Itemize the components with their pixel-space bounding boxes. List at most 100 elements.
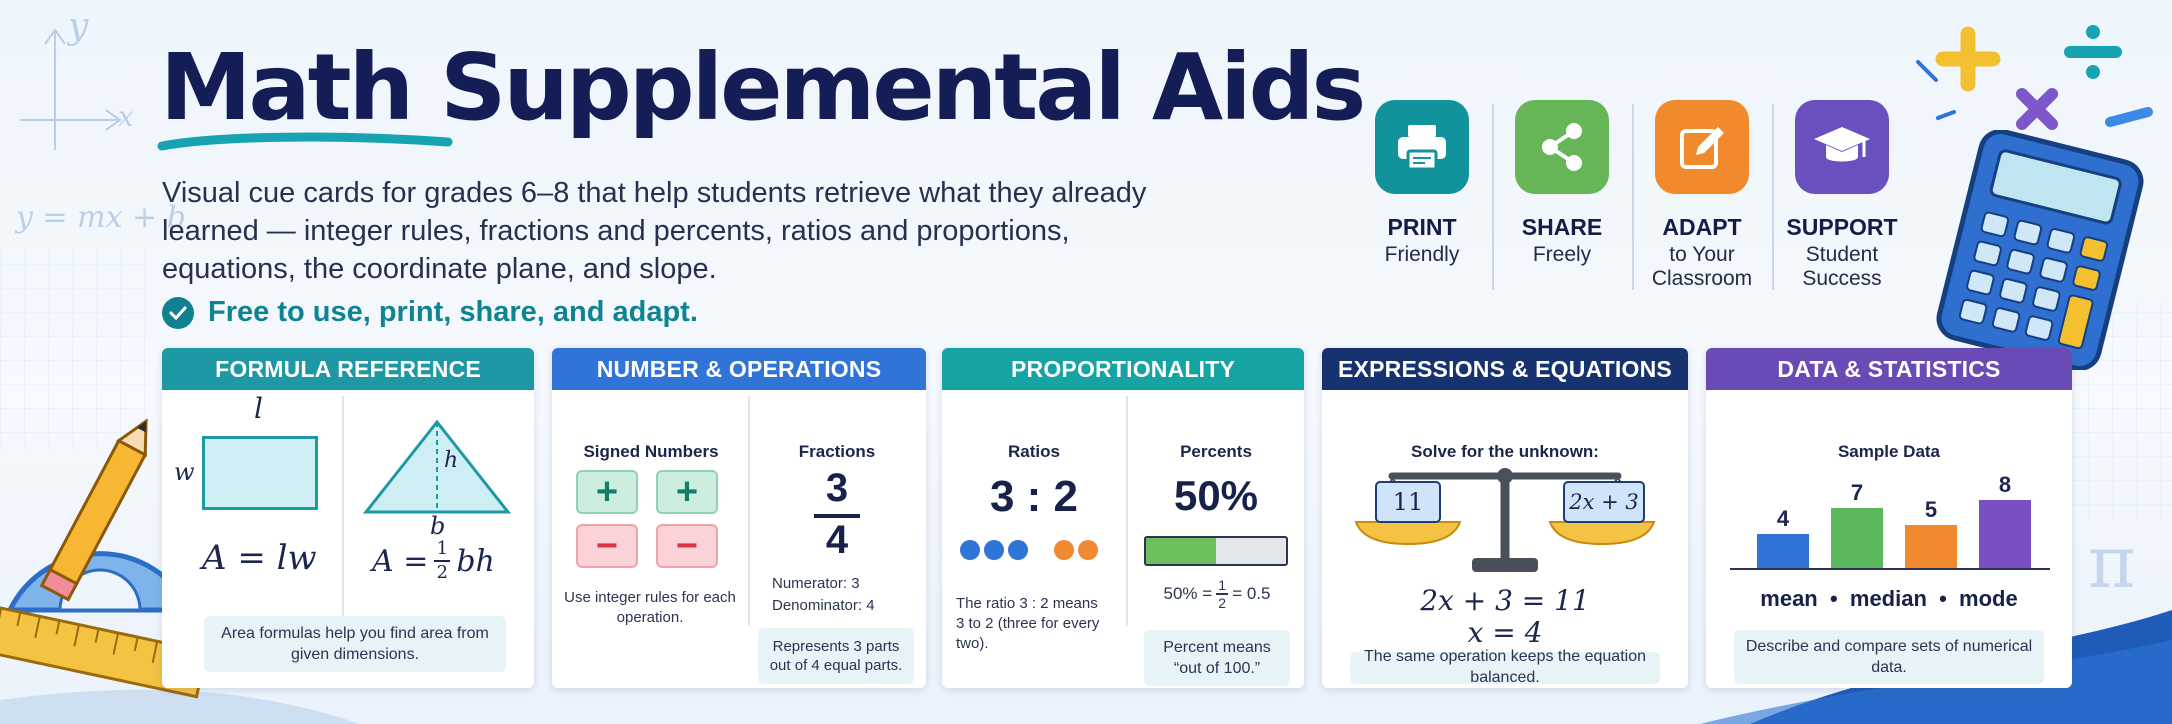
card-proportionality: PROPORTIONALITY Ratios 3 : 2 The ratio 3… bbox=[942, 348, 1304, 688]
math-symbols-icon bbox=[1916, 25, 2153, 130]
feature-support-tile bbox=[1795, 100, 1889, 194]
ratio-note: The ratio 3 : 2 means 3 to 2 (three for … bbox=[956, 595, 1100, 652]
formula-divider bbox=[342, 396, 344, 626]
feature-share-tile bbox=[1515, 100, 1609, 194]
percent-bar bbox=[1144, 536, 1288, 566]
ratio-dot-blue bbox=[1008, 540, 1028, 560]
feature-share: SHARE Freely bbox=[1492, 100, 1632, 291]
equation-line-1: 2x + 3 = 11 bbox=[1420, 584, 1590, 617]
card-formula-reference: FORMULA REFERENCE l w A = lw h b A = 1 2… bbox=[162, 348, 534, 688]
ratio-dot-blue bbox=[960, 540, 980, 560]
percents-title: Percents bbox=[1180, 442, 1252, 461]
share-icon bbox=[1542, 123, 1582, 171]
percent-fraction: 1 2 bbox=[1216, 578, 1229, 611]
ratio-value: 3 : 2 bbox=[989, 472, 1079, 521]
feature-adapt: ADAPT to Your Classroom bbox=[1632, 100, 1772, 291]
sample-data-title: Sample Data bbox=[1837, 442, 1941, 461]
axis-x-label: x bbox=[118, 100, 134, 133]
printer-icon bbox=[1398, 125, 1446, 171]
fraction-denominator: 4 bbox=[825, 518, 849, 562]
page-title: Math Supplemental Aids bbox=[160, 34, 1366, 141]
card-data-header: DATA & STATISTICS bbox=[1706, 348, 2072, 390]
fraction-denominator: 2 bbox=[1218, 594, 1227, 611]
denominator-text: Denominator: 4 bbox=[772, 597, 875, 614]
ratios-title: Ratios bbox=[1008, 442, 1060, 461]
formula-note: Area formulas help you find area from gi… bbox=[204, 616, 506, 672]
rectangle-shape bbox=[202, 436, 318, 510]
fraction-numerator: 3 bbox=[825, 466, 849, 510]
page-description: Visual cue cards for grades 6–8 that hel… bbox=[162, 177, 1147, 285]
triangle-area-formula: A = 1 2 bh bbox=[372, 540, 495, 582]
numerator-text: Numerator: 3 bbox=[772, 575, 860, 592]
feature-adapt-sub: to Your Classroom bbox=[1651, 243, 1753, 290]
rect-width-label: w bbox=[174, 458, 195, 486]
card-formula-header: FORMULA REFERENCE bbox=[162, 348, 534, 390]
data-bar bbox=[1979, 500, 2031, 568]
stats-terms: mean • median • mode bbox=[1760, 586, 2018, 611]
data-bar bbox=[1757, 534, 1809, 568]
chart-baseline bbox=[1730, 568, 2050, 570]
axis-y-label: y bbox=[68, 6, 89, 47]
calculator-icon bbox=[1936, 130, 2144, 370]
data-bar bbox=[1905, 525, 1957, 568]
pi-symbol-deco: π bbox=[2088, 520, 2136, 604]
card-proportionality-header: PROPORTIONALITY bbox=[942, 348, 1304, 390]
data-bar bbox=[1831, 508, 1883, 568]
card-number-operations: NUMBER & OPERATIONS Signed Numbers + + −… bbox=[552, 348, 926, 688]
sample-data-bar-chart: 4 7 5 8 bbox=[1746, 468, 2042, 568]
feature-support-title: SUPPORT bbox=[1786, 214, 1898, 240]
fraction-numerator: 1 bbox=[436, 538, 449, 559]
slope-formula-deco: y = mx + b bbox=[16, 200, 186, 235]
edit-icon bbox=[1680, 127, 1724, 169]
triangle-height-label: h bbox=[444, 448, 459, 473]
feature-print-title: PRINT bbox=[1387, 214, 1457, 240]
title-underline bbox=[157, 132, 453, 151]
triangle-base-label: b bbox=[430, 512, 446, 540]
percent-eq-left: 50% = bbox=[1163, 583, 1213, 603]
data-note: Describe and compare sets of numerical d… bbox=[1734, 630, 2044, 684]
signed-numbers-title: Signed Numbers bbox=[583, 442, 719, 461]
feature-print-sub: Friendly bbox=[1384, 243, 1460, 266]
rectangle-area-formula: A = lw bbox=[202, 538, 317, 578]
number-divider bbox=[748, 396, 750, 626]
percent-value: 50% bbox=[1173, 472, 1259, 519]
solve-title: Solve for the unknown: bbox=[1411, 442, 1599, 461]
minus-sign-tile: − bbox=[576, 524, 638, 568]
right-pan-expression: 2x + 3 bbox=[1569, 490, 1639, 514]
equation-line-2: x = 4 bbox=[1467, 616, 1543, 649]
feature-share-title: SHARE bbox=[1521, 214, 1603, 240]
feature-adapt-tile bbox=[1655, 100, 1749, 194]
percent-note: Percent means “out of 100.” bbox=[1144, 630, 1290, 686]
fractions-title: Fractions bbox=[798, 442, 876, 461]
percent-bar-fill bbox=[1146, 538, 1216, 564]
free-use-note: Free to use, print, share, and adapt. bbox=[162, 296, 698, 329]
feature-support-sub: Student Success bbox=[1802, 243, 1882, 290]
card-expressions-header: EXPRESSIONS & EQUATIONS bbox=[1322, 348, 1688, 390]
rect-length-label: l bbox=[254, 392, 263, 425]
data-bar-label: 8 bbox=[1998, 472, 2012, 497]
triangle-formula-right: bh bbox=[456, 543, 495, 579]
free-use-text: Free to use, print, share, and adapt. bbox=[208, 296, 698, 328]
minus-sign-tile: − bbox=[656, 524, 718, 568]
card-number-header: NUMBER & OPERATIONS bbox=[552, 348, 926, 390]
ratio-dot-blue bbox=[984, 540, 1004, 560]
feature-list: PRINT Friendly SHARE Freely ADAPT to You… bbox=[1352, 100, 1912, 291]
ratio-dot-orange bbox=[1054, 540, 1074, 560]
fraction-bar bbox=[814, 514, 860, 518]
card-expressions-equations: EXPRESSIONS & EQUATIONS Solve for the un… bbox=[1322, 348, 1688, 688]
fraction-denominator: 2 bbox=[436, 562, 449, 583]
triangle-formula-left: A = bbox=[372, 543, 429, 579]
signed-numbers-note: Use integer rules for each operation. bbox=[564, 589, 736, 626]
check-circle-icon bbox=[162, 296, 194, 329]
feature-share-sub: Freely bbox=[1532, 243, 1592, 266]
left-pan-value: 11 bbox=[1392, 488, 1424, 516]
graduation-cap-icon bbox=[1814, 127, 1870, 162]
percent-eq-right: = 0.5 bbox=[1232, 583, 1271, 603]
triangle-shape bbox=[362, 419, 512, 514]
triangle-formula-fraction: 1 2 bbox=[434, 538, 451, 583]
equation-note: The same operation keeps the equation ba… bbox=[1350, 648, 1660, 686]
ratio-dot-orange bbox=[1078, 540, 1098, 560]
fractions-note: Represents 3 parts out of 4 equal parts. bbox=[758, 628, 914, 684]
plus-sign-tile: + bbox=[576, 470, 638, 514]
proportionality-divider bbox=[1126, 396, 1128, 626]
